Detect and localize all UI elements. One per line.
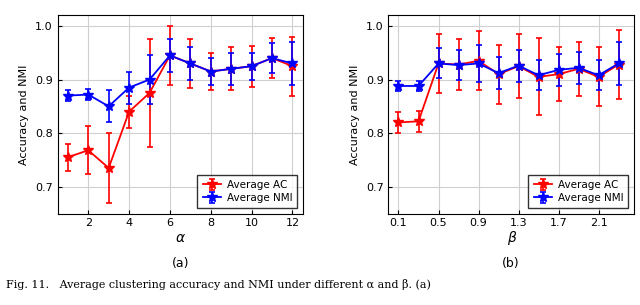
Text: (b): (b) <box>502 257 520 270</box>
Legend: Average AC, Average NMI: Average AC, Average NMI <box>529 175 628 208</box>
Y-axis label: Accuracy and NMI: Accuracy and NMI <box>350 64 360 165</box>
X-axis label: β: β <box>507 231 515 245</box>
Text: (a): (a) <box>172 257 189 270</box>
X-axis label: α: α <box>175 231 185 245</box>
Y-axis label: Accuracy and NMI: Accuracy and NMI <box>19 64 29 165</box>
Text: Fig. 11.   Average clustering accuracy and NMI under different α and β. (a): Fig. 11. Average clustering accuracy and… <box>6 279 431 290</box>
Legend: Average AC, Average NMI: Average AC, Average NMI <box>198 175 298 208</box>
